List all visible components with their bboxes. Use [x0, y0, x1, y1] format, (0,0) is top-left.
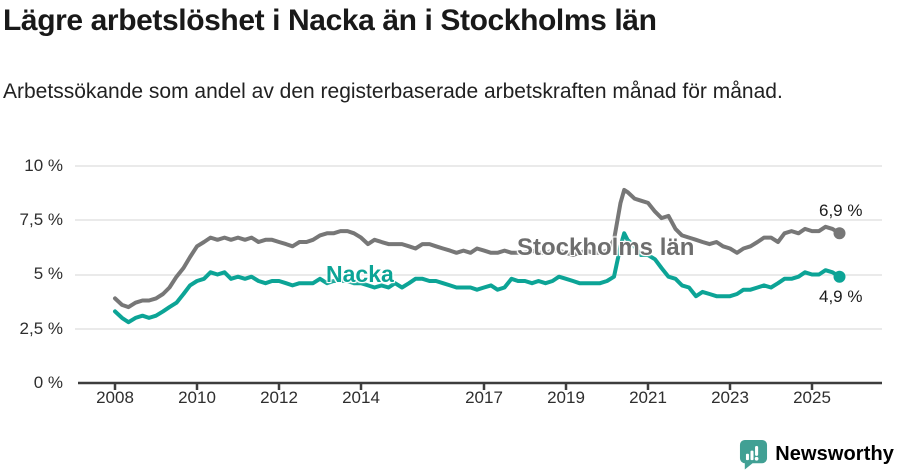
x-axis-label-2017: 2017 — [465, 388, 503, 407]
x-axis-label-2021: 2021 — [629, 388, 667, 407]
series-line-0 — [113, 187, 842, 310]
x-axis — [78, 381, 882, 390]
chart-subtitle: Arbetssökande som andel av den registerb… — [3, 80, 783, 103]
y-axis-label-2-5: 2,5 % — [19, 319, 63, 338]
newsworthy-chart-bubble-icon — [739, 439, 768, 470]
series-label-stockholms-lan: Stockholms län — [517, 234, 695, 261]
end-value-label-nacka: 4,9 % — [819, 287, 863, 306]
y-axis-label-10: 10 % — [24, 156, 63, 175]
gridlines — [75, 165, 882, 330]
series-label-nacka: Nacka — [326, 261, 394, 287]
x-axis-label-2019: 2019 — [547, 388, 585, 407]
brand-name: Newsworthy — [775, 442, 894, 465]
line-chart — [0, 140, 900, 420]
y-axis-label-5: 5 % — [33, 264, 63, 283]
series-dot-0 — [833, 227, 846, 240]
page-title: Lägre arbetslöshet i Nacka än i Stockhol… — [3, 4, 657, 37]
series-line-1 — [113, 231, 842, 325]
end-value-label-stockholm: 6,9 % — [819, 201, 863, 220]
y-axis-label-0: 0 % — [33, 373, 63, 392]
x-axis-label-2014: 2014 — [342, 388, 380, 407]
newsworthy-logo-link[interactable]: Newsworthy — [739, 438, 894, 470]
x-axis-label-2023: 2023 — [711, 388, 749, 407]
x-axis-label-2025: 2025 — [793, 388, 831, 407]
x-axis-label-2008: 2008 — [96, 388, 134, 407]
x-axis-label-2010: 2010 — [178, 388, 216, 407]
series-dot-1 — [833, 270, 846, 283]
y-axis-label-7-5: 7,5 % — [19, 210, 63, 229]
chart-canvas — [75, 165, 882, 390]
x-axis-label-2012: 2012 — [260, 388, 298, 407]
